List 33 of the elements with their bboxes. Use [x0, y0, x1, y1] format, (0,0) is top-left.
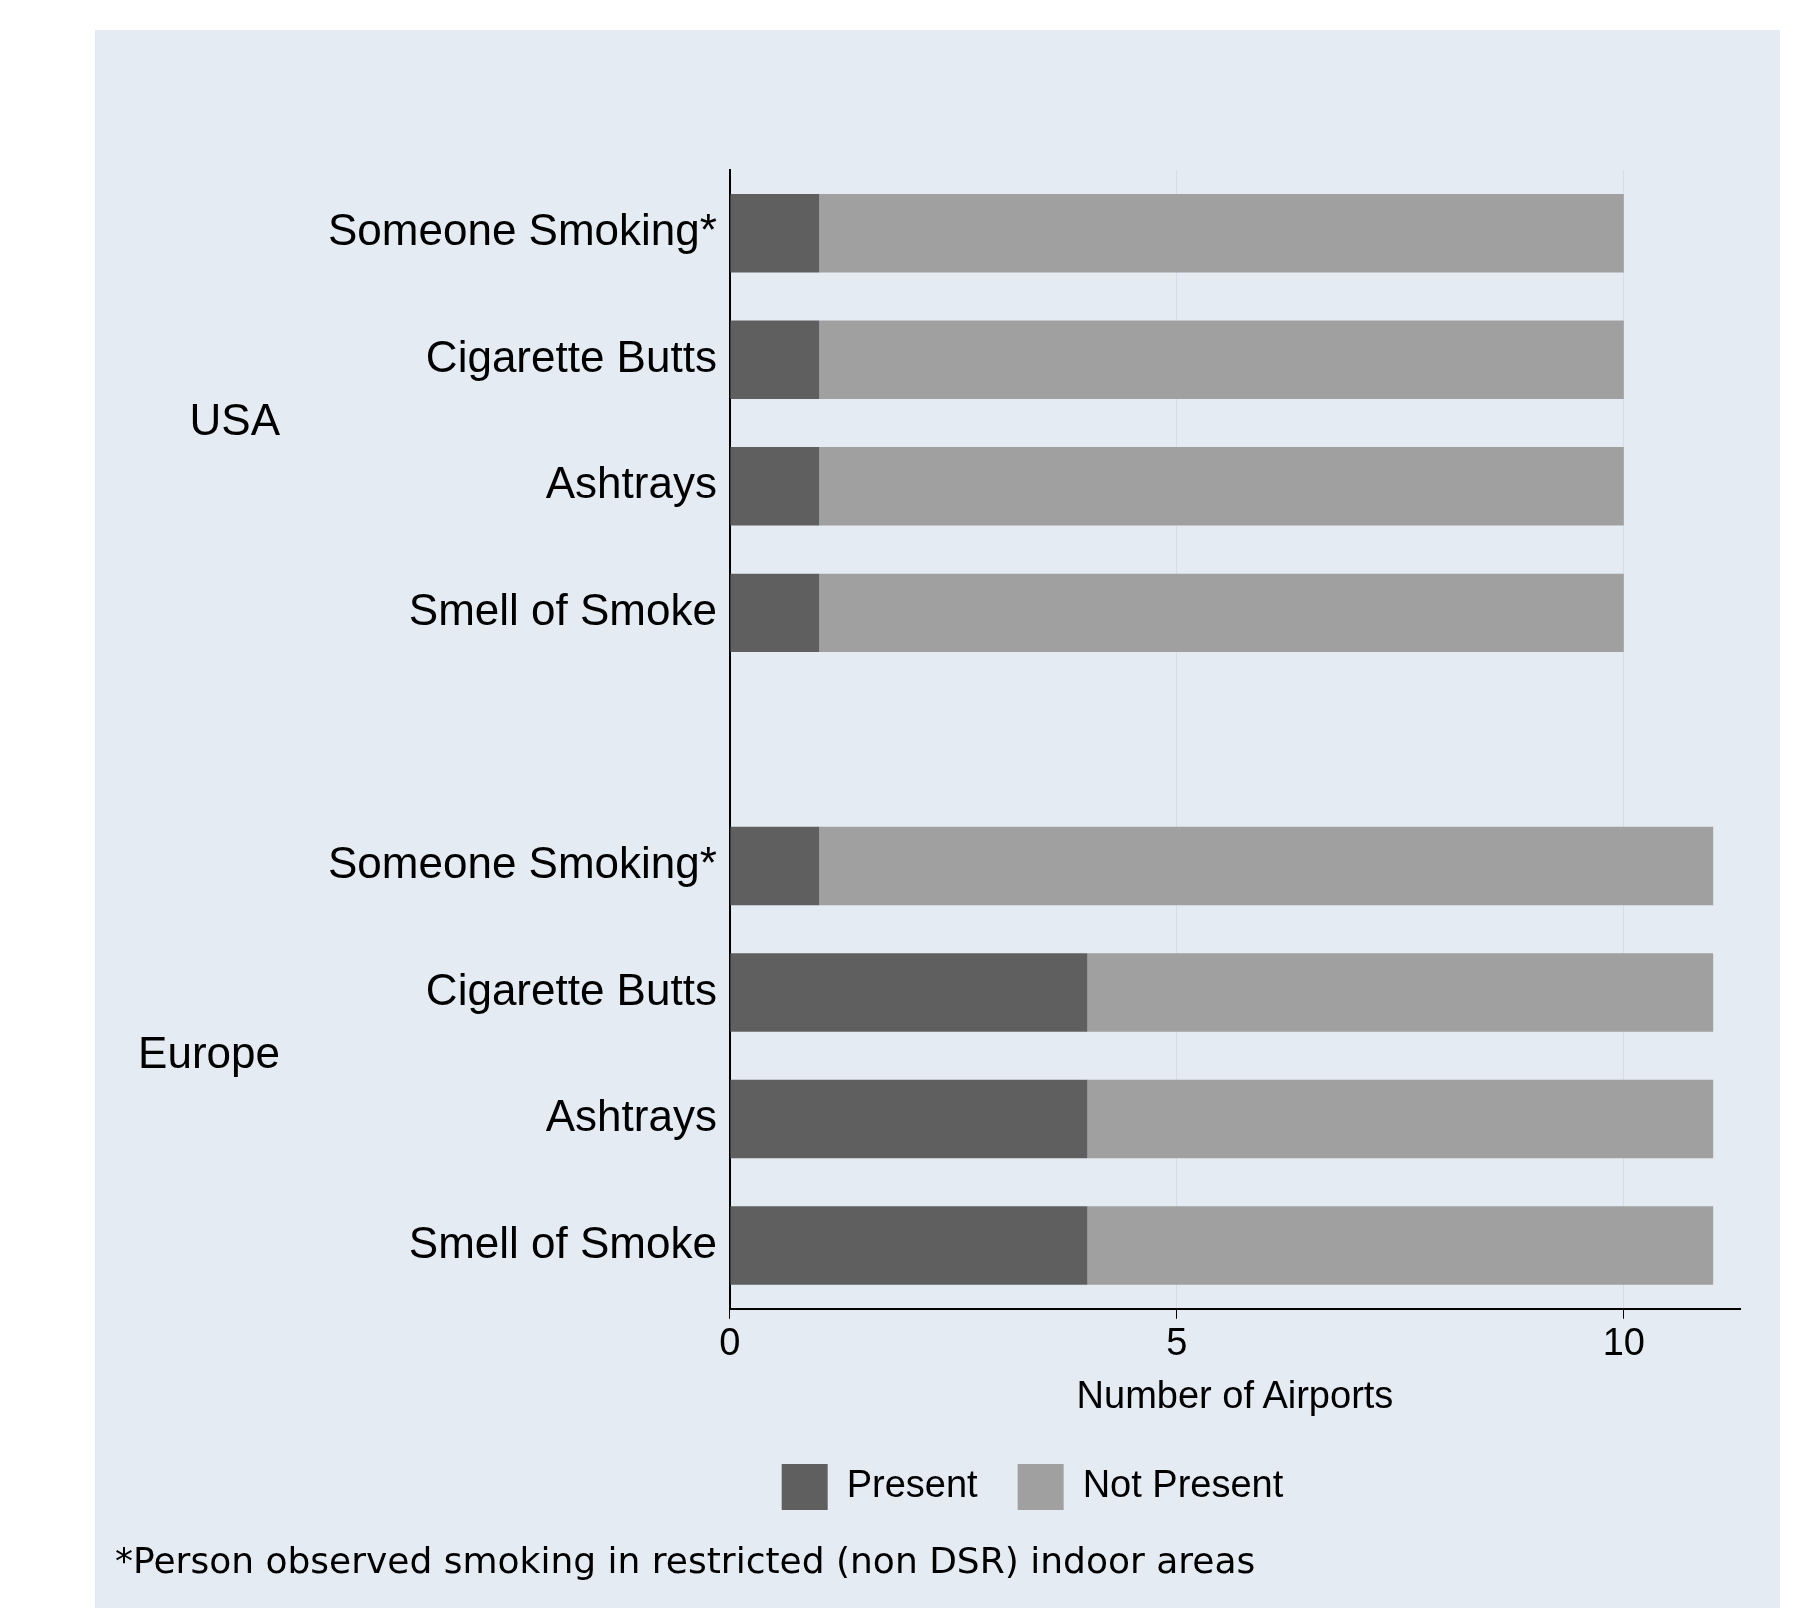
text: *Person observed smoking in restricted (non DSR) indoor areas — [115, 1540, 1256, 1581]
bar — [730, 447, 820, 526]
bar — [819, 573, 1624, 653]
legend-label: Not Present — [1082, 1463, 1284, 1506]
bar — [819, 194, 1624, 273]
text: USA — [189, 395, 281, 445]
bar — [819, 826, 1714, 906]
bar — [819, 320, 1624, 400]
bar — [730, 826, 820, 906]
y-tick-label: Cigarette Butts — [425, 964, 717, 1014]
bar — [730, 1079, 1088, 1159]
bar — [819, 447, 1624, 526]
y-tick-label: Someone Smoking* — [328, 205, 717, 255]
x-tick-label: 5 — [1166, 1321, 1188, 1364]
y-tick-label: Cigarette Butts — [425, 331, 717, 381]
bar — [730, 953, 1088, 1032]
y-tick-label: Smell of Smoke — [408, 1217, 717, 1267]
bar — [730, 573, 820, 653]
legend-label: Present — [846, 1463, 979, 1506]
bar — [730, 194, 820, 273]
y-tick-label: Ashtrays — [545, 458, 717, 508]
x-tick-label: 10 — [1602, 1321, 1645, 1364]
bar — [730, 1206, 1088, 1285]
x-tick-label: 0 — [719, 1321, 741, 1364]
y-tick-label: Someone Smoking* — [328, 838, 717, 888]
y-tick-label: Ashtrays — [545, 1091, 717, 1141]
bar — [730, 320, 820, 400]
x-axis-title: Number of Airports — [1076, 1373, 1394, 1416]
bar — [1087, 1079, 1714, 1159]
text: Europe — [138, 1027, 280, 1077]
bar — [1087, 953, 1714, 1032]
y-tick-label: Smell of Smoke — [408, 585, 717, 635]
bar — [1087, 1206, 1714, 1285]
